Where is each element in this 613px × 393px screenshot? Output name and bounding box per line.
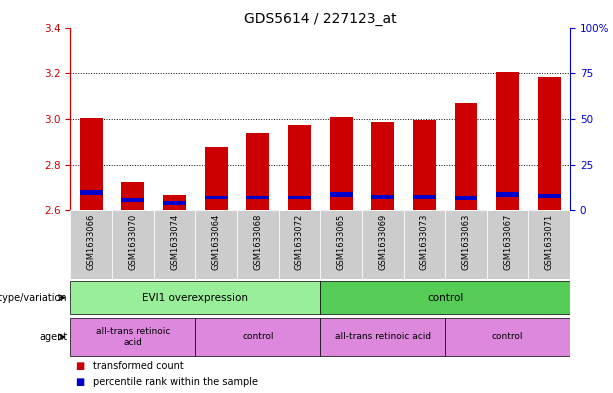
Text: control: control [427, 293, 463, 303]
Text: control: control [242, 332, 273, 342]
Title: GDS5614 / 227123_at: GDS5614 / 227123_at [244, 13, 397, 26]
Bar [487, 210, 528, 279]
Text: all-trans retinoic
acid: all-trans retinoic acid [96, 327, 170, 347]
Bar [320, 281, 570, 314]
Bar [205, 147, 227, 210]
Bar [455, 103, 478, 210]
Bar [362, 210, 403, 279]
Bar [196, 210, 237, 279]
Bar [154, 210, 196, 279]
Bar [70, 318, 196, 356]
Text: GSM1633065: GSM1633065 [337, 214, 346, 270]
Bar [70, 281, 320, 314]
Bar [279, 210, 321, 279]
Bar [330, 192, 352, 196]
Bar [320, 318, 445, 356]
Text: GSM1633071: GSM1633071 [545, 214, 554, 270]
Bar [403, 210, 445, 279]
Bar [205, 196, 227, 199]
Bar [371, 195, 394, 199]
Text: GSM1633067: GSM1633067 [503, 214, 512, 270]
Text: GSM1633070: GSM1633070 [129, 214, 137, 270]
Text: GSM1633069: GSM1633069 [378, 214, 387, 270]
Bar [121, 198, 145, 202]
Bar [246, 196, 269, 199]
Bar [163, 195, 186, 210]
Bar [528, 210, 570, 279]
Bar [538, 77, 561, 210]
Bar [288, 196, 311, 199]
Bar [413, 195, 436, 199]
Text: agent: agent [39, 332, 67, 342]
Text: percentile rank within the sample: percentile rank within the sample [93, 377, 258, 387]
Text: GSM1633066: GSM1633066 [87, 214, 96, 270]
Bar [371, 122, 394, 210]
Bar [80, 118, 103, 210]
Text: all-trans retinoic acid: all-trans retinoic acid [335, 332, 431, 342]
Text: genotype/variation: genotype/variation [0, 293, 67, 303]
Text: GSM1633072: GSM1633072 [295, 214, 304, 270]
Bar [121, 182, 145, 210]
Bar [237, 210, 279, 279]
Bar [445, 318, 570, 356]
Bar [445, 210, 487, 279]
Text: GSM1633074: GSM1633074 [170, 214, 179, 270]
Text: GSM1633064: GSM1633064 [211, 214, 221, 270]
Text: GSM1633063: GSM1633063 [462, 214, 471, 270]
Bar [163, 201, 186, 204]
Bar [246, 132, 269, 210]
Bar [413, 120, 436, 210]
Bar [70, 210, 112, 279]
Bar [80, 190, 103, 195]
Text: ■: ■ [75, 377, 85, 387]
Text: ■: ■ [75, 362, 85, 371]
Bar [538, 194, 561, 198]
Bar [288, 125, 311, 210]
Text: transformed count: transformed count [93, 362, 184, 371]
Bar [112, 210, 154, 279]
Text: GSM1633068: GSM1633068 [253, 214, 262, 270]
Text: GSM1633073: GSM1633073 [420, 214, 429, 270]
Text: EVI1 overexpression: EVI1 overexpression [142, 293, 248, 303]
Bar [496, 192, 519, 196]
Bar [496, 72, 519, 210]
Bar [196, 318, 320, 356]
Bar [320, 210, 362, 279]
Bar [455, 196, 478, 200]
Text: control: control [492, 332, 524, 342]
Bar [330, 117, 352, 210]
